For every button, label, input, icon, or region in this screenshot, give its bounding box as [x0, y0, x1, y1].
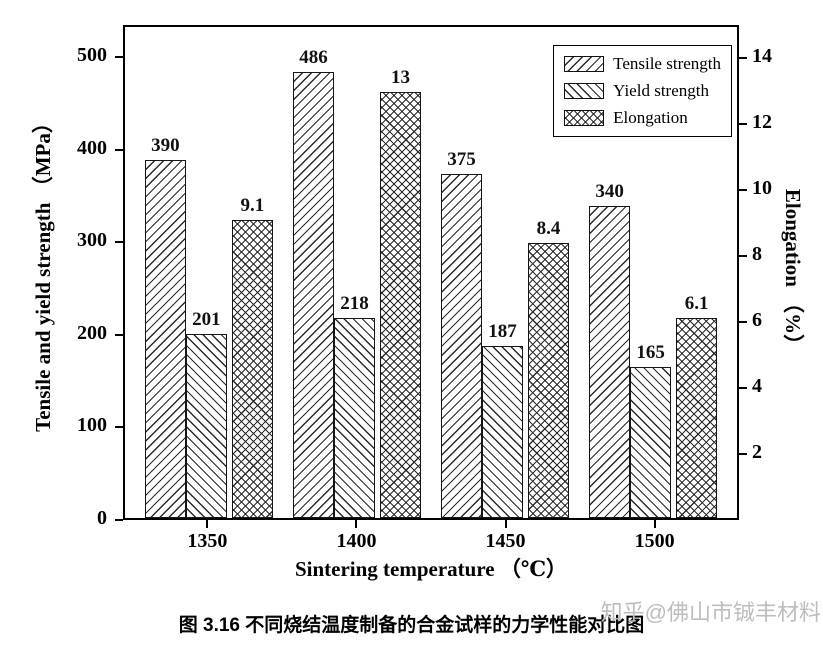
bar-tensile-strength-1350: 390	[144, 135, 186, 518]
bar-value-label: 6.1	[684, 293, 709, 315]
right-axis-tick	[739, 123, 747, 125]
right-axis-tick	[739, 189, 747, 191]
legend-label: Tensile strength	[613, 54, 721, 73]
bar-value-label: 8.4	[536, 218, 561, 240]
left-axis-tick	[115, 519, 123, 521]
bar-value-label: 375	[447, 148, 476, 170]
x-axis-tick	[206, 520, 209, 528]
left-axis-tick	[115, 56, 123, 59]
bar-group-1450: 375 187 8.4	[441, 27, 570, 518]
bar-value-label: 187	[488, 321, 517, 343]
right-axis-tick	[739, 255, 747, 257]
bar-value-label: 9.1	[240, 195, 265, 217]
right-tick-label: 10	[752, 177, 772, 199]
left-axis-title: Tensile and yield strength （MPa）	[31, 112, 55, 432]
bar-yield-strength-1350: 201	[185, 309, 227, 518]
right-axis-tick	[739, 321, 747, 323]
x-tick-label: 1400	[336, 530, 377, 552]
legend-item-tensile-strength: Tensile strength	[564, 54, 721, 74]
legend-item-yield-strength: Yield strength	[564, 81, 721, 101]
legend-swatch-elongation	[564, 110, 605, 126]
right-tick-label: 6	[752, 309, 762, 331]
bar-value-label: 13	[390, 67, 410, 89]
x-axis-tick	[504, 520, 507, 528]
bar-value-label: 390	[151, 135, 180, 157]
left-tick-label: 100	[77, 414, 107, 437]
right-axis-tick	[739, 387, 747, 389]
bar-value-label: 340	[595, 180, 624, 202]
legend-swatch-tensile-strength	[564, 56, 605, 72]
x-axis-tick	[653, 520, 656, 528]
left-tick-label: 500	[77, 44, 107, 67]
bar-group-1500: 340 165 6.1	[589, 27, 718, 518]
bars-layer: 390 201 9.1 486 218 13 375 187 8.4 340 165 6.1	[125, 27, 737, 518]
bar-tensile-strength-1500: 340	[589, 181, 631, 518]
legend: Tensile strength Yield strength Elongation	[553, 45, 732, 137]
x-axis-tick	[355, 520, 358, 528]
bar-yield-strength-1400: 218	[333, 293, 375, 518]
bar-yield-strength-1450: 187	[482, 321, 524, 518]
left-axis-tick	[115, 241, 123, 244]
bar-elongation-1400: 13	[379, 67, 421, 518]
left-tick-label: 0	[97, 507, 107, 529]
bar-yield-strength-1500: 165	[630, 342, 672, 518]
left-axis-tick	[115, 426, 123, 429]
bar-value-label: 201	[192, 308, 221, 330]
legend-label: Yield strength	[613, 81, 709, 100]
bar-value-label: 165	[636, 341, 665, 363]
right-tick-label: 4	[752, 375, 762, 397]
right-axis-tick	[739, 57, 747, 59]
x-axis-title: Sintering temperature （℃）	[294, 557, 568, 581]
bar-value-label: 218	[340, 292, 369, 314]
bar-elongation-1500: 6.1	[676, 293, 718, 518]
right-axis-tick	[739, 453, 747, 455]
bar-group-1350: 390 201 9.1	[144, 27, 273, 518]
x-tick-label: 1450	[485, 530, 526, 552]
right-tick-label: 12	[752, 111, 772, 133]
bar-elongation-1450: 8.4	[528, 218, 570, 518]
bar-elongation-1350: 9.1	[231, 195, 273, 518]
left-tick-label: 400	[77, 136, 107, 159]
plot-area: 390 201 9.1 486 218 13 375 187 8.4 340 165 6.1 Tens…	[123, 25, 739, 520]
legend-swatch-yield-strength	[564, 83, 605, 99]
right-tick-label: 2	[752, 441, 762, 463]
left-axis-tick	[115, 148, 123, 151]
left-axis-tick	[115, 333, 123, 336]
figure-caption: 图 3.16 不同烧结温度制备的合金试样的力学性能对比图	[178, 615, 645, 636]
x-tick-label: 1500	[634, 530, 675, 552]
watermark-text: 知乎@佛山市铖丰材料	[600, 600, 821, 625]
bar-value-label: 486	[299, 46, 328, 68]
legend-item-elongation: Elongation	[564, 108, 721, 128]
bar-group-1400: 486 218 13	[292, 27, 421, 518]
right-tick-label: 14	[752, 45, 772, 67]
legend-label: Elongation	[613, 108, 688, 127]
left-tick-label: 300	[77, 229, 107, 252]
bar-tensile-strength-1400: 486	[292, 47, 334, 518]
right-tick-label: 8	[752, 243, 762, 265]
x-tick-label: 1350	[187, 530, 228, 552]
bar-tensile-strength-1450: 375	[441, 149, 483, 518]
left-tick-label: 200	[77, 321, 107, 344]
